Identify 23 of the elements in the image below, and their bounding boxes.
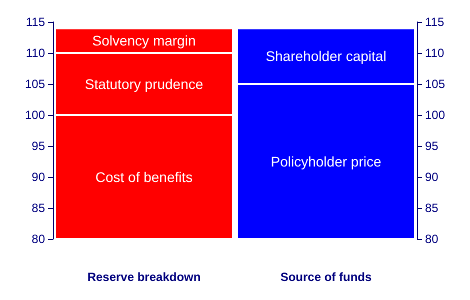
y-tick-label: 95 <box>32 139 46 153</box>
y-tick-label: 115 <box>26 15 46 29</box>
y-tick-label: 85 <box>32 201 46 215</box>
series-label: Solvency margin <box>92 32 196 49</box>
y2-tick-label: 110 <box>425 46 444 60</box>
series-label: Policyholder price <box>270 154 382 170</box>
y-tick-label: 100 <box>24 108 46 122</box>
series-label: Cost of benefits <box>95 169 193 185</box>
y2-tick-label: 95 <box>425 139 439 153</box>
y2-tick-label: 80 <box>425 232 439 246</box>
y2-tick-label: 90 <box>425 170 439 184</box>
series-label: Shareholder capital <box>266 48 386 64</box>
y2-tick-label: 115 <box>425 15 444 29</box>
y-tick-label: 90 <box>32 170 46 184</box>
y2-tick-label: 85 <box>425 201 439 215</box>
x-tick-label: Source of funds <box>280 270 372 284</box>
y2-tick-label: 100 <box>425 108 446 122</box>
y-tick-label: 110 <box>26 46 46 60</box>
series-label: Statutory prudence <box>84 76 204 92</box>
x-tick-label: Reserve breakdown <box>87 270 201 284</box>
y-tick-label: 105 <box>24 77 46 91</box>
y-tick-label: 80 <box>32 232 46 246</box>
y2-tick-label: 105 <box>425 77 446 91</box>
